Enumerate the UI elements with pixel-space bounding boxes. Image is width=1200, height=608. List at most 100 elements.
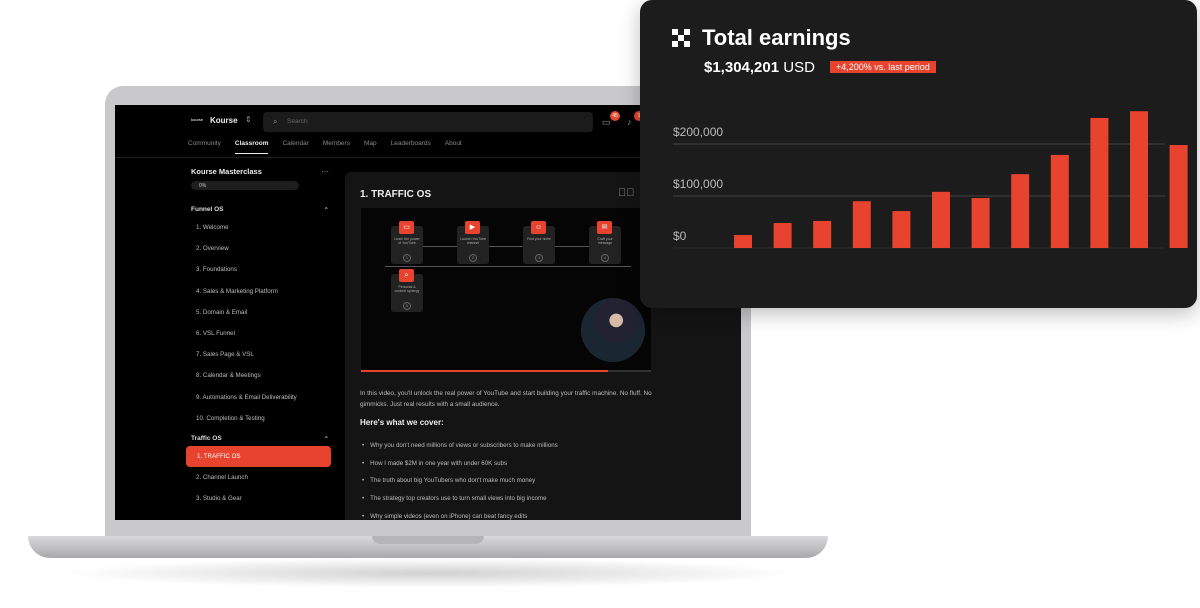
lesson-item[interactable]: 1. Welcome (196, 224, 229, 231)
search-input[interactable]: ⌕ Search (263, 112, 593, 132)
earnings-bar (773, 223, 792, 248)
presenter-avatar (581, 298, 645, 362)
earnings-bar (1090, 118, 1109, 248)
bell-icon[interactable]: ♪ (627, 117, 632, 127)
chevron-up-icon[interactable]: ⌃ (323, 435, 329, 443)
step-number: 4 (601, 254, 609, 262)
laptop-base (28, 536, 828, 558)
earnings-bar (1050, 154, 1069, 248)
step-number: 3 (535, 254, 543, 262)
lesson-item[interactable]: 6. VSL Funnel (196, 329, 235, 337)
tab-community[interactable]: Community (188, 140, 221, 147)
app-screen: kourse Kourse ⇕ ⌕ Search ▭ 45 ♪ 1 Communi… (115, 105, 741, 520)
logo: kourse (191, 117, 204, 122)
lesson-item[interactable]: 10. Completion & Testing (196, 414, 265, 422)
tab-calendar[interactable]: Calendar (282, 140, 309, 147)
step-label: Personal & content synergy (394, 285, 420, 293)
bullet-item: Why simple videos (even on iPhone) can b… (362, 513, 662, 520)
course-title: Kourse Masterclass (191, 167, 262, 176)
video-icon: ▭ (399, 221, 414, 234)
section-title: Traffic OS (191, 434, 222, 442)
top-bar: kourse Kourse ⇕ ⌕ Search ▭ 45 ♪ 1 (115, 105, 741, 137)
flow-step: ✉ Craft your message 4 (589, 221, 621, 264)
divider (115, 157, 741, 158)
flow-connector (423, 246, 457, 247)
earnings-bar (813, 220, 832, 248)
course-sidebar: Kourse Masterclass ··· 0% Funnel OS ⌃ 1. W… (185, 167, 335, 509)
bullet-item: Why you don't need millions of views or … (362, 442, 662, 449)
tab-leaderboards[interactable]: Leaderboards (390, 140, 431, 147)
flow-connector (489, 246, 523, 247)
chevron-up-icon[interactable]: ⌃ (323, 207, 329, 214)
earnings-bar (1169, 145, 1188, 248)
video-progress-bar[interactable] (361, 370, 651, 372)
search-icon: ⌕ (399, 269, 414, 282)
y-tick-label: $100,000 (673, 177, 723, 191)
video-player[interactable]: ▭ Learn the power of YouTube 1 ▶ Launch YouT… (361, 208, 651, 372)
tab-members[interactable]: Members (322, 140, 350, 147)
flow-connector (385, 266, 631, 267)
laptop-notch (372, 536, 484, 544)
lesson-item[interactable]: 4. Sales & Marketing Platform (196, 287, 278, 295)
step-label: Launch YouTube channel (459, 237, 487, 245)
more-icon[interactable]: ··· (321, 167, 329, 176)
lesson-item[interactable]: 3. Foundations (196, 266, 237, 274)
earnings-chart: $0 $100,000 $200,000 (673, 111, 1188, 249)
play-icon: ▶ (465, 221, 480, 234)
tab-about[interactable]: About (444, 140, 462, 147)
mail-icon: ✉ (597, 221, 612, 234)
lesson-item[interactable]: 9. Automations & Email Deliverability (196, 393, 297, 401)
earnings-bar (734, 235, 752, 248)
search-placeholder: Search (287, 118, 308, 125)
section-header[interactable]: Traffic OS ⌃ (191, 434, 335, 443)
community-name[interactable]: Kourse (210, 116, 238, 125)
step-label: Learn the power of YouTube (394, 237, 420, 245)
earnings-card: Total earnings $1,304,201 USD +4,200% vs… (640, 0, 1197, 308)
amount-value: $1,304,201 (704, 59, 780, 76)
lesson-item[interactable]: 1. TRAFFIC OS (186, 445, 331, 468)
users-icon: ☺ (531, 221, 546, 234)
course-progress: 0% (191, 181, 299, 190)
lesson-item[interactable]: 3. Studio & Gear (196, 495, 242, 503)
bullet-item: How I made $2M in one year with under 60… (362, 460, 662, 467)
video-progress-fill (361, 370, 608, 372)
tab-map[interactable]: Map (363, 140, 377, 147)
y-tick-label: $0 (673, 229, 687, 243)
lesson-item[interactable]: 2. Overview (196, 245, 229, 253)
change-badge: +4,200% vs. last period (830, 61, 936, 73)
flow-step: ▶ Launch YouTube channel 2 (457, 221, 489, 264)
switch-community-icon[interactable]: ⇕ (245, 115, 252, 124)
lesson-item[interactable]: 5. Domain & Email (196, 308, 248, 316)
flow-step: ⌕ Personal & content synergy 5 (391, 269, 423, 312)
messages-badge: 45 (610, 111, 620, 121)
currency: USD (783, 59, 815, 76)
lesson-item[interactable]: 2. Channel Launch (196, 474, 248, 482)
complete-check-icon[interactable]: ✓⃝ (618, 187, 635, 199)
search-icon: ⌕ (273, 117, 278, 126)
bullet-item: The truth about big YouTubers who don't … (362, 477, 662, 484)
earnings-bar (1130, 111, 1148, 249)
earnings-bar (1011, 174, 1030, 248)
section-title: Funnel OS (191, 206, 224, 213)
earnings-bar (892, 211, 911, 248)
lesson-title: 1. TRAFFIC OS (360, 189, 432, 200)
lesson-item[interactable]: 7. Sales Page & VSL (196, 351, 254, 359)
cover-heading: Here's what we cover: (360, 418, 444, 427)
tab-classroom[interactable]: Classroom (234, 140, 269, 154)
flow-connector (555, 246, 589, 247)
bullet-item: The strategy top creators use to turn sm… (362, 495, 662, 502)
earnings-bar (932, 191, 950, 248)
step-label: Craft your message (597, 237, 613, 245)
y-tick-label: $200,000 (673, 125, 723, 139)
lesson-item[interactable]: 8. Calendar & Meetings (196, 372, 261, 380)
flow-step: ▭ Learn the power of YouTube 1 (391, 221, 423, 264)
earnings-bar (971, 198, 990, 248)
step-label: Find your niche (527, 237, 551, 241)
earnings-title: Total earnings (702, 25, 851, 50)
chat-icon[interactable]: ▭ (602, 117, 611, 127)
earnings-bar (852, 201, 871, 248)
section-header[interactable]: Funnel OS ⌃ (191, 206, 335, 214)
laptop-shadow (60, 558, 800, 588)
step-number: 1 (403, 254, 411, 262)
earnings-amount: $1,304,201 USD (704, 59, 815, 76)
